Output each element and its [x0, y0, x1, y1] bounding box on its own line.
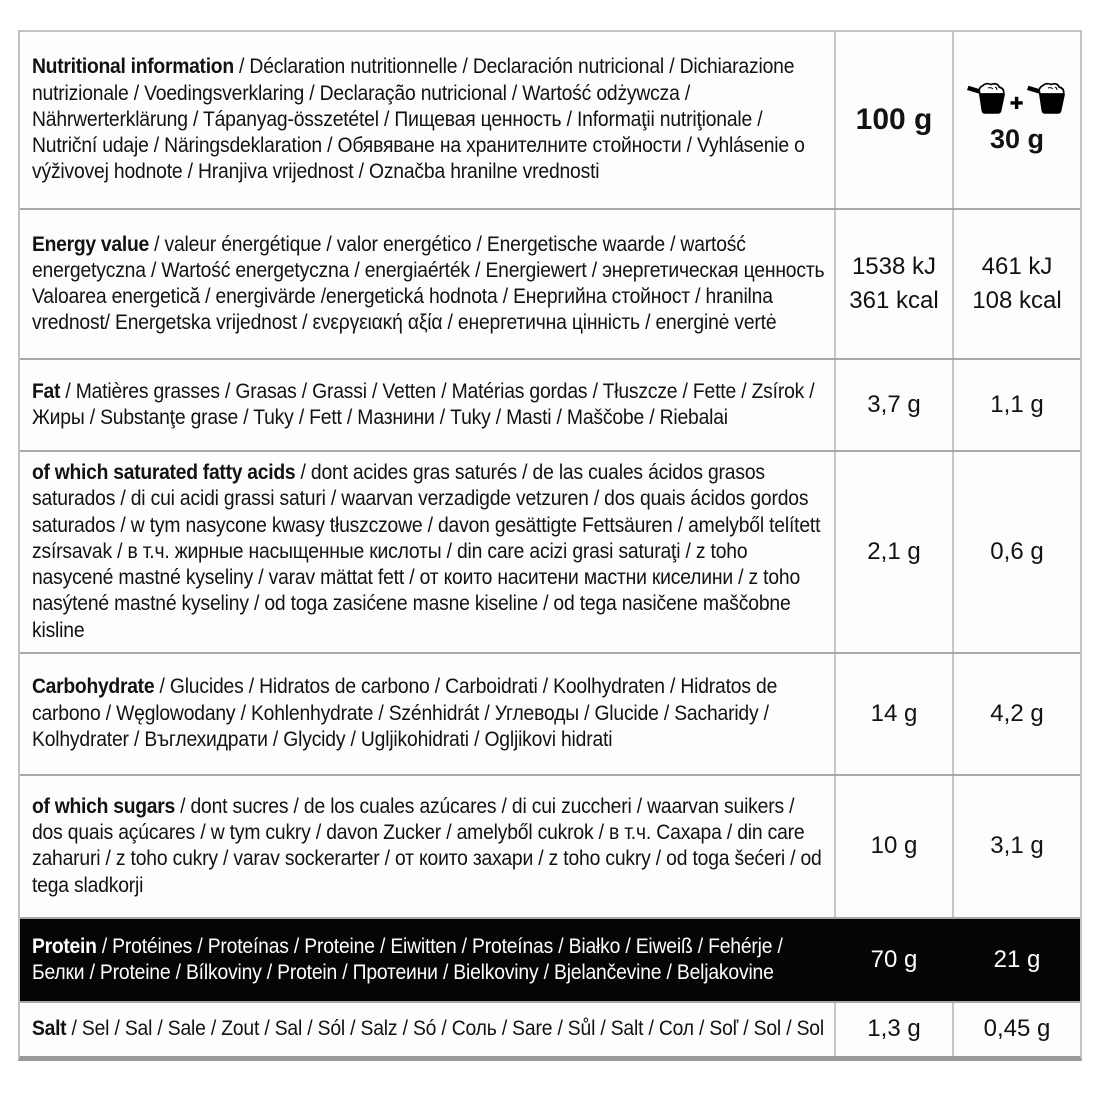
row-protein: Protein / Protéines / Proteínas / Protei… [20, 916, 1080, 1001]
header-label-cell: Nutritional information / Déclaration nu… [20, 32, 834, 208]
row-sugars-value-30g: 3,1 g [952, 775, 1080, 917]
row-salt-label-bold: Salt [32, 1017, 67, 1041]
row-carbohydrate-value-30g: 4,2 g [952, 653, 1080, 774]
row-fat-label-cell: Fat / Matières grasses / Grasas / Grassi… [20, 360, 834, 450]
row-saturated-fat-label-bold: of which saturated fatty acids [32, 461, 296, 484]
row-saturated-fat-label-rest: / dont acides gras saturés / de las cual… [32, 461, 821, 642]
row-carbohydrate-label-cell: Carbohydrate / Glucides / Hidratos de ca… [20, 654, 834, 774]
row-sugars-label-rest: / dont sucres / de los cuales azúcares /… [32, 794, 822, 897]
row-carbohydrate-value-100g: 14 g [834, 653, 952, 774]
row-fat-value-30g: 1,1 g [952, 360, 1080, 450]
table-header-row: Nutritional information / Déclaration nu… [20, 32, 1080, 208]
row-salt-value-100g: 1,3 g [834, 1002, 952, 1056]
serving-size-label: 30 g [989, 123, 1045, 154]
row-fat-label-bold: Fat [32, 379, 61, 403]
row-saturated-fat-value-100g: 2,1 g [834, 452, 952, 652]
row-saturated-fat-value-30g: 0,6 g [952, 452, 1080, 652]
row-sugars: of which sugars / dont sucres / de los c… [20, 773, 1080, 917]
row-saturated-fat-label-cell: of which saturated fatty acids / dont ac… [20, 452, 834, 652]
plus-icon [1010, 96, 1023, 109]
header-label-bold: Nutritional information [32, 55, 234, 79]
row-energy-value-100g: 1538 kJ 361 kcal [834, 210, 952, 358]
per-100g-label: 100 g [855, 103, 933, 136]
row-salt-label-cell: Salt / Sel / Sal / Sale / Zout / Sal / S… [20, 1003, 834, 1056]
row-fat: Fat / Matières grasses / Grasas / Grassi… [20, 358, 1080, 450]
row-protein-value-100g: 70 g [870, 945, 918, 973]
scoop-left-icon [967, 82, 1005, 114]
row-protein-label-rest: / Protéines / Proteínas / Proteine / Eiw… [32, 934, 783, 984]
row-protein-value-30g: 21 g [993, 945, 1041, 973]
nutrition-table: Nutritional information / Déclaration nu… [18, 30, 1082, 1061]
row-energy: Energy value / valeur énergétique / valo… [20, 208, 1080, 358]
header-col-100g: 100 g [834, 32, 952, 208]
row-carbohydrate: Carbohydrate / Glucides / Hidratos de ca… [20, 651, 1080, 774]
row-salt-value-30g: 0,45 g [952, 1002, 1080, 1056]
row-salt-label-rest: / Sel / Sal / Sale / Zout / Sal / Sól / … [66, 1017, 825, 1041]
header-label: Nutritional information / Déclaration nu… [32, 54, 829, 185]
row-carbohydrate-label-rest: / Glucides / Hidratos de carbono / Carbo… [32, 675, 778, 751]
row-sugars-label-cell: of which sugars / dont sucres / de los c… [20, 776, 834, 917]
row-sugars-value-100g: 10 g [834, 775, 952, 917]
row-sugars-label-bold: of which sugars [32, 794, 175, 818]
scoop-plus-scoop-icon [967, 82, 1065, 114]
row-protein-label-bold: Protein [32, 934, 97, 958]
row-energy-value-30g: 461 kJ 108 kcal [952, 210, 1080, 358]
row-protein-label-cell: Protein / Protéines / Proteínas / Protei… [20, 919, 834, 1001]
row-energy-label-bold: Energy value [32, 232, 149, 256]
row-saturated-fat: of which saturated fatty acids / dont ac… [20, 450, 1080, 652]
row-energy-label-rest: / valeur énergétique / valor energético … [32, 232, 825, 335]
row-energy-label-cell: Energy value / valeur énergétique / valo… [20, 210, 834, 358]
header-col-30g: 30 g [952, 32, 1080, 208]
row-fat-label-rest: / Matières grasses / Grasas / Grassi / V… [32, 379, 815, 429]
row-salt: Salt / Sel / Sal / Sale / Zout / Sal / S… [20, 1000, 1080, 1056]
row-fat-value-100g: 3,7 g [834, 360, 952, 450]
header-label-rest: / Déclaration nutritionnelle / Declaraci… [32, 55, 805, 184]
row-carbohydrate-label-bold: Carbohydrate [32, 675, 155, 699]
scoop-right-icon [1027, 82, 1065, 114]
